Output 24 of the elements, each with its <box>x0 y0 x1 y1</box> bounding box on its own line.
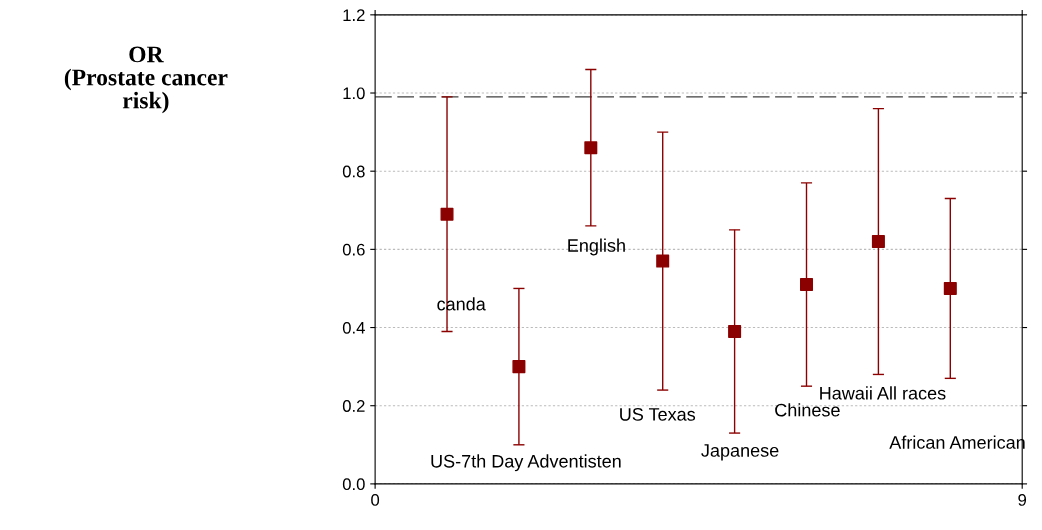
y-tick-label: 0.2 <box>342 400 365 412</box>
point <box>440 207 454 221</box>
point <box>728 324 742 338</box>
y-tick-label: 0.4 <box>342 321 365 334</box>
annotation: Japanese <box>701 444 779 461</box>
point <box>800 278 814 292</box>
point <box>584 141 598 155</box>
point <box>943 281 957 295</box>
y-tick-label: 0.8 <box>342 165 365 178</box>
y-tick-label: 0.0 <box>342 478 365 491</box>
x-tick-label: 0 <box>371 494 380 506</box>
x-tick-label: 9 <box>1018 494 1027 506</box>
point <box>656 254 670 268</box>
point <box>512 360 526 374</box>
y-tick-label: 0.6 <box>342 243 365 256</box>
annotation: English <box>568 238 625 256</box>
annotation: US Texas <box>620 407 696 421</box>
y-axis-title: OR (Prostate cancer risk) <box>64 46 228 114</box>
annotation: Chinese <box>775 403 840 417</box>
point <box>871 235 885 249</box>
annotation: Hawaii All races <box>820 386 946 400</box>
y-tick-label: 1.2 <box>343 9 365 21</box>
annotation: US-7th Day Adventisten <box>431 454 621 472</box>
y-tick-label: 1.0 <box>343 87 365 100</box>
